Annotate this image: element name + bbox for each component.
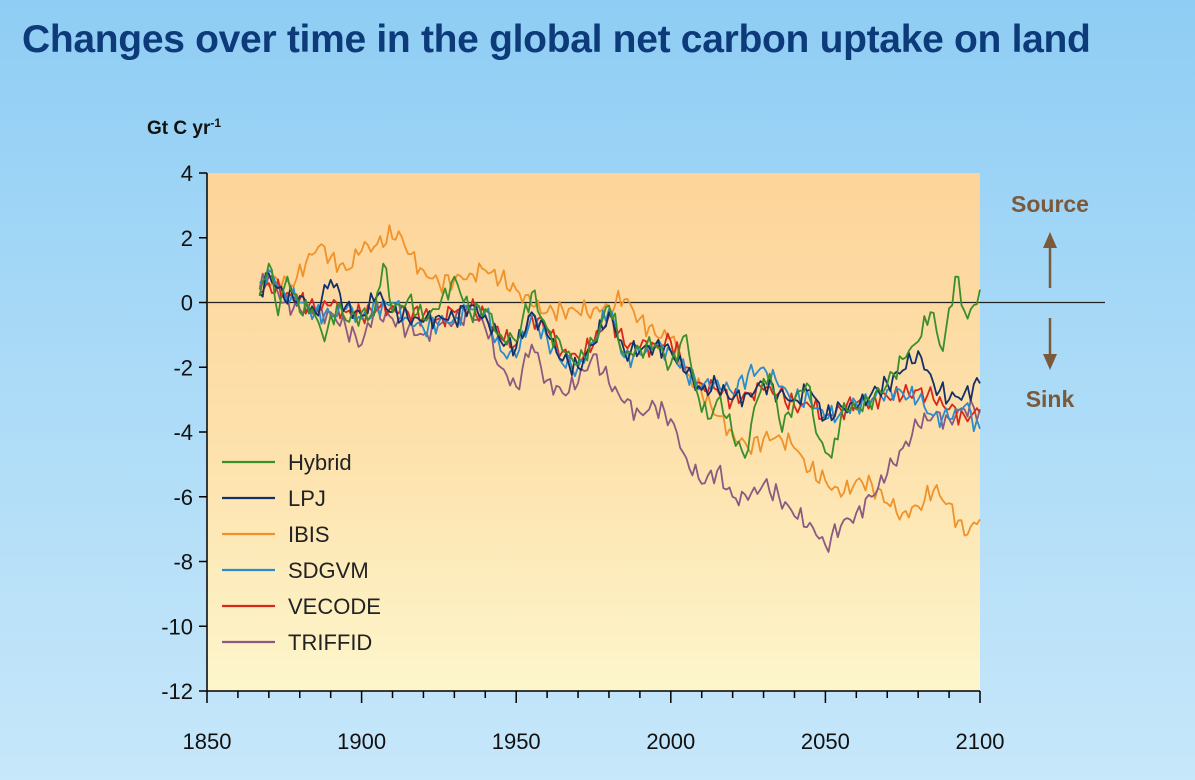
legend-label-sdgvm: SDGVM (288, 558, 369, 583)
y-tick-label: -4 (173, 420, 193, 445)
x-tick-label: 1950 (492, 729, 541, 754)
series-line-hybrid (258, 262, 981, 459)
series-line-ibis (258, 224, 981, 537)
legend-label-hybrid: Hybrid (288, 450, 352, 475)
y-tick-label: -10 (161, 614, 193, 639)
y-tick-label: 0 (181, 291, 193, 316)
y-axis-unit: Gt C yr-1 (147, 116, 221, 139)
y-tick-label: -8 (173, 550, 193, 575)
x-tick-label: 2100 (956, 729, 1005, 754)
x-tick-label: 2000 (646, 729, 695, 754)
legend-label-lpj: LPJ (288, 486, 326, 511)
series-line-lpj (258, 272, 981, 422)
down-arrow-icon (1043, 318, 1057, 370)
y-tick-label: -6 (173, 485, 193, 510)
legend-label-ibis: IBIS (288, 522, 330, 547)
legend-label-vecode: VECODE (288, 594, 381, 619)
y-tick-label: 4 (181, 161, 193, 186)
y-tick-label: 2 (181, 226, 193, 251)
y-tick-label: -12 (161, 679, 193, 704)
y-tick-label: -2 (173, 355, 193, 380)
sink-label: Sink (1026, 386, 1075, 412)
x-tick-label: 1900 (337, 729, 386, 754)
x-tick-label: 1850 (183, 729, 232, 754)
legend: Hybrid LPJ IBIS SDGVM VECODE TRIFFID (222, 450, 381, 655)
x-tick-label: 2050 (801, 729, 850, 754)
plot-area (207, 173, 980, 691)
source-label: Source (1011, 191, 1089, 217)
chart-title: Changes over time in the global net carb… (22, 18, 1091, 61)
up-arrow-icon (1043, 232, 1057, 288)
legend-label-triffid: TRIFFID (288, 630, 372, 655)
